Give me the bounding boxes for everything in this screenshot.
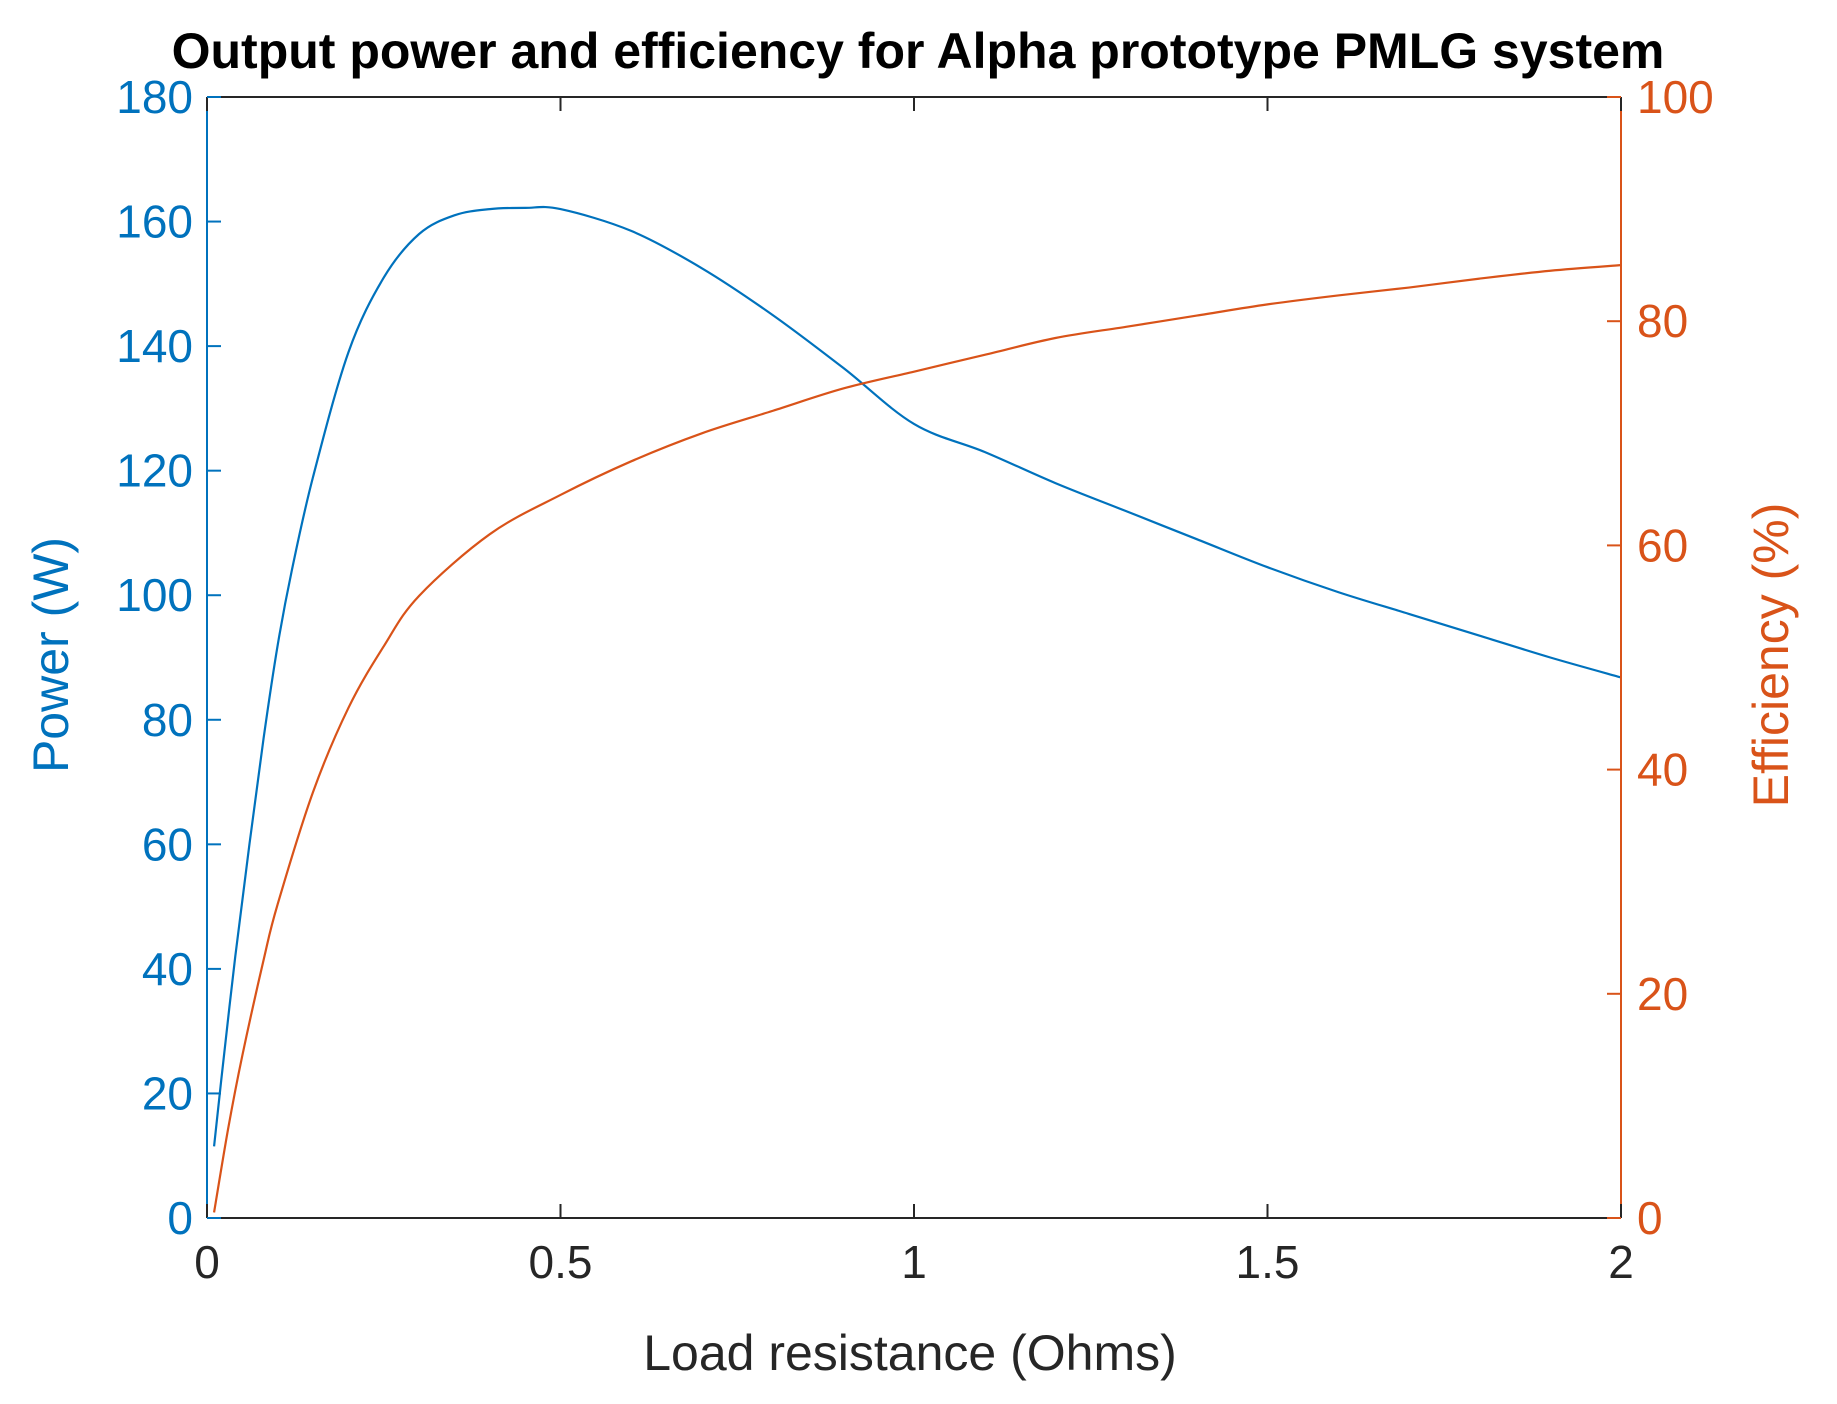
left-y-tick-label: 140 — [116, 320, 193, 372]
left-y-tick-label: 0 — [167, 1192, 193, 1244]
chart-title: Output power and efficiency for Alpha pr… — [172, 23, 1665, 79]
x-tick-label: 2 — [1608, 1236, 1634, 1288]
left-y-tick-label: 40 — [142, 943, 193, 995]
x-tick-label: 0 — [194, 1236, 220, 1288]
right-y-tick-label: 0 — [1637, 1192, 1663, 1244]
right-y-tick-label: 20 — [1637, 968, 1688, 1020]
left-y-tick-label: 100 — [116, 569, 193, 621]
right-y-tick-label: 60 — [1637, 519, 1688, 571]
left-y-tick-label: 160 — [116, 196, 193, 248]
x-ticks: 0 0.5 1 1.5 2 — [194, 97, 1634, 1288]
right-y-axis-label: Efficiency (%) — [1743, 503, 1799, 808]
x-tick-label: 0.5 — [529, 1236, 593, 1288]
plot-area — [212, 205, 1622, 1213]
power-series-line — [212, 205, 1622, 1147]
left-y-tick-label: 80 — [142, 694, 193, 746]
right-y-ticks: 0 20 40 60 80 100 — [1607, 71, 1714, 1244]
x-axis-label: Load resistance (Ohms) — [643, 1325, 1177, 1381]
left-y-tick-label: 180 — [116, 71, 193, 123]
x-tick-label: 1 — [901, 1236, 927, 1288]
left-y-tick-label: 20 — [142, 1067, 193, 1119]
right-y-tick-label: 80 — [1637, 295, 1688, 347]
x-tick-label: 1.5 — [1236, 1236, 1300, 1288]
left-y-tick-label: 120 — [116, 445, 193, 497]
left-y-tick-label: 60 — [142, 818, 193, 870]
efficiency-series-line — [212, 264, 1622, 1213]
right-y-tick-label: 40 — [1637, 744, 1688, 796]
left-y-ticks: 0 20 40 60 80 100 120 140 160 180 — [116, 71, 221, 1244]
left-y-axis-label: Power (W) — [23, 537, 79, 773]
right-y-tick-label: 100 — [1637, 71, 1714, 123]
